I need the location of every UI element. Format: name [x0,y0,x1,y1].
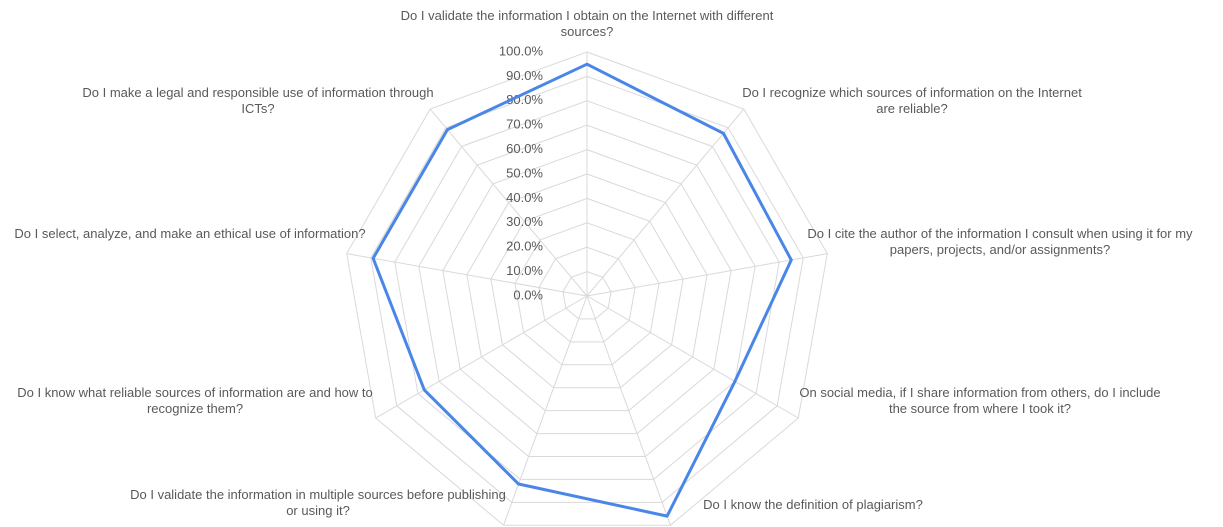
grid-ring [562,271,612,320]
category-label: Do I make a legal and responsible use of… [82,85,434,116]
grid-ring [466,173,708,412]
r-tick-label: 40.0% [506,190,543,205]
category-label: Do I know the definition of plagiarism? [703,497,923,512]
spoke [586,295,799,419]
r-tick-label: 10.0% [506,263,543,278]
spoke [586,253,828,297]
spoke [375,295,588,419]
r-tick-label: 50.0% [506,165,543,180]
series-line [371,62,793,518]
grid-ring [442,149,732,435]
r-tick-label: 80.0% [506,92,543,107]
spoke [586,108,745,297]
category-label: Do I cite the author of the information … [807,226,1193,257]
category-label: Do I select, analyze, and make an ethica… [14,226,366,241]
grid-ring [538,246,636,343]
category-label: On social media, if I share information … [799,385,1161,416]
r-tick-label: 100.0% [499,43,544,58]
grid-ring [490,197,684,389]
grid-ring [514,222,660,366]
r-tick-label: 90.0% [506,68,543,83]
spoke [346,253,588,297]
category-label: Do I validate the information in multipl… [130,487,506,518]
grid-ring [418,124,756,457]
r-tick-label: 30.0% [506,214,543,229]
spoke [429,108,588,297]
r-tick-label: 70.0% [506,117,543,132]
category-label: Do I recognize which sources of informat… [742,85,1082,116]
spoke [586,295,671,526]
grid-ring [346,51,828,526]
grid-ring [370,75,804,503]
category-label: Do I know what reliable sources of infor… [17,385,373,416]
category-label: Do I validate the information I obtain o… [400,8,774,39]
r-tick-label: 60.0% [506,141,543,156]
spoke [503,295,588,526]
grid-ring [394,100,780,480]
r-tick-label: 20.0% [506,239,543,254]
r-tick-label: 0.0% [513,287,543,302]
